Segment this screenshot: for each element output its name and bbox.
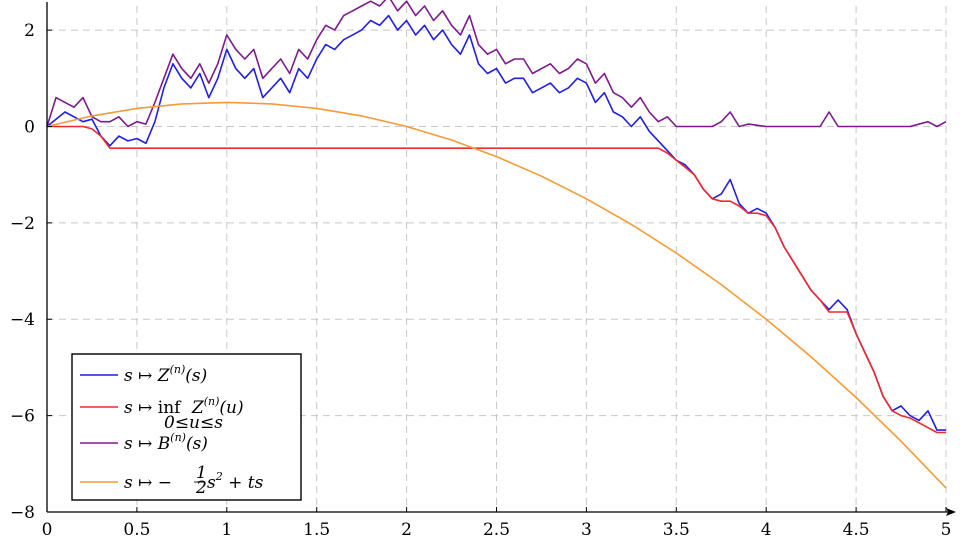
legend-p-rest: s2 + ts <box>207 470 264 493</box>
x-tick-label: 3.5 <box>663 520 690 540</box>
legend-b-sup: (n) <box>170 431 186 444</box>
x-tick-label: 2.5 <box>483 520 510 540</box>
series-line-1 <box>47 125 946 434</box>
legend-label-parabola: s ↦ − <box>124 473 172 493</box>
legend-z-sup: (n) <box>170 363 186 376</box>
legend-label-z: s ↦ Z(n)(s) <box>124 363 207 386</box>
x-tick-label: 4 <box>761 520 772 540</box>
x-axis-arrow <box>946 508 956 516</box>
legend-b-main: s ↦ B <box>124 434 170 454</box>
y-tick-label: −6 <box>10 407 35 427</box>
x-tick-label: 0.5 <box>123 520 150 540</box>
legend-p-num: 1 <box>196 463 207 483</box>
series-line-2 <box>46 0 947 128</box>
legend-inf-word: inf <box>158 398 182 418</box>
y-tick-label: −2 <box>10 214 35 234</box>
series-line-3 <box>46 101 947 489</box>
legend-p-exp: 2 <box>215 470 223 483</box>
legend-p-main: s ↦ − <box>124 473 172 493</box>
legend-inf-sup: (n) <box>204 395 220 408</box>
legend-z-arg: (s) <box>185 366 207 386</box>
legend-label-inf: s ↦ inf Z(n)(u) <box>124 395 244 418</box>
x-tick-label: 3 <box>581 520 592 540</box>
x-tick-label: 2 <box>401 520 412 540</box>
series-layer <box>46 0 947 489</box>
legend: s ↦ Z(n)(s) s ↦ inf Z(n)(u) 0≤u≤s s ↦ B(… <box>71 353 302 501</box>
y-tick-label: −8 <box>10 503 35 523</box>
legend-inf-subscript: 0≤u≤s <box>164 413 223 433</box>
tick-labels: 0 0.5 1 1.5 2 2.5 3 3.5 4 4.5 5 −8 −6 −4 −2 0 2 <box>10 21 951 540</box>
y-tick-label: 2 <box>24 21 35 41</box>
legend-inf-prefix: s ↦ <box>124 398 152 418</box>
axes <box>46 2 956 516</box>
x-tick-label: 5 <box>941 520 952 540</box>
legend-inf-arg: (u) <box>219 398 243 418</box>
x-tick-label: 1.5 <box>303 520 330 540</box>
legend-label-b: s ↦ B(n)(s) <box>124 431 208 454</box>
legend-p-tail: s <box>207 473 216 493</box>
x-tick-label: 4.5 <box>843 520 870 540</box>
y-tick-label: −4 <box>10 310 35 330</box>
legend-inf-body: Z <box>191 398 205 418</box>
x-tick-label: 1 <box>221 520 232 540</box>
x-tick-label: 0 <box>42 520 53 540</box>
legend-p-den: 2 <box>195 478 207 498</box>
legend-b-arg: (s) <box>186 434 208 454</box>
legend-box <box>71 353 302 501</box>
y-tick-label: 0 <box>24 117 35 137</box>
legend-z-main: s ↦ Z <box>124 366 171 386</box>
legend-p-end: + ts <box>223 473 264 493</box>
